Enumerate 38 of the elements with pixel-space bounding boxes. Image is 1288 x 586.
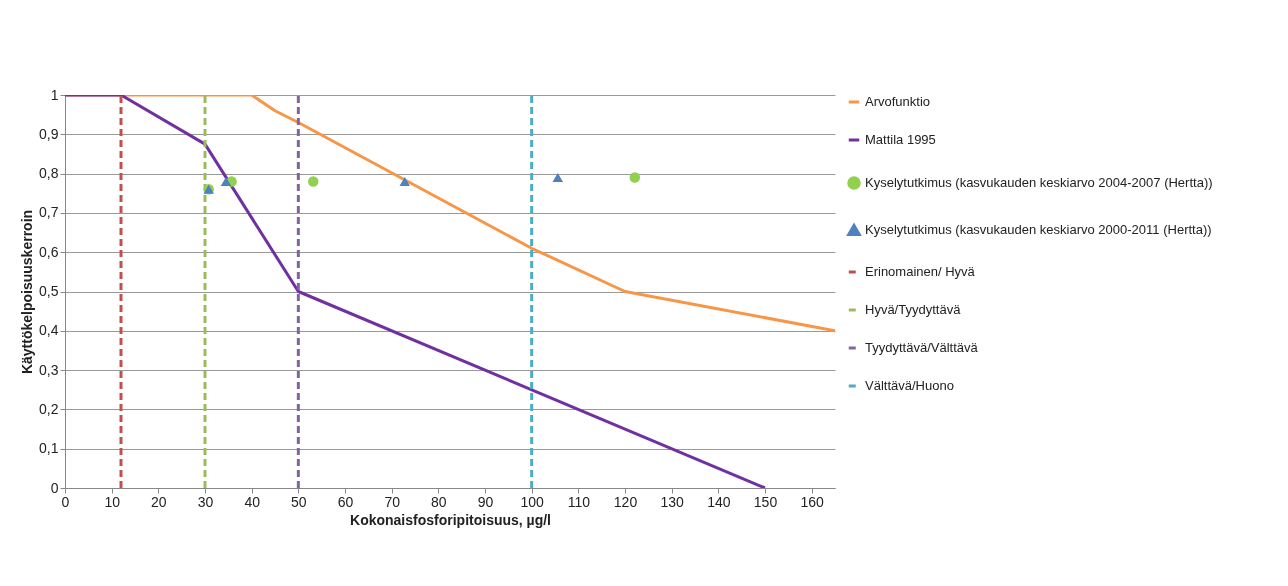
x-tick-label: 10: [104, 493, 121, 510]
legend-label: Arvofunktio: [865, 94, 931, 109]
legend-label: Mattila 1995: [865, 132, 936, 147]
x-tick-label: 100: [520, 493, 545, 510]
x-tick-label: 20: [151, 493, 167, 510]
y-tick-label: 0,8: [39, 165, 59, 182]
x-tick-label: 0: [61, 493, 70, 510]
legend-label: Välttävä/Huono: [865, 378, 954, 393]
y-tick-label: 1: [50, 86, 59, 103]
legend-label: Tyydyttävä/Välttävä: [865, 340, 979, 355]
y-tick-label: 0: [50, 479, 59, 496]
x-tick-label: 80: [431, 493, 447, 510]
x-tick-label: 60: [337, 493, 354, 510]
x-tick-label: 110: [567, 493, 591, 510]
y-tick-label: 0,6: [39, 243, 59, 260]
y-tick-label: 0,3: [39, 361, 59, 378]
y-tick-label: 0,4: [39, 322, 59, 339]
legend-label: Hyvä/Tyydyttävä: [865, 302, 962, 317]
x-tick-label: 30: [197, 493, 214, 510]
y-tick-label: 0,7: [39, 204, 59, 221]
y-tick-label: 0,2: [39, 400, 59, 417]
x-axis-title: Kokonaisfosforipitoisuus, µg/l: [350, 511, 551, 528]
legend-label: Kyselytutkimus (kasvukauden keskiarvo 2000-2011 (Hertta)): [865, 222, 1212, 237]
x-tick-label: 70: [384, 493, 401, 510]
x-tick-label: 130: [660, 493, 685, 510]
legend-label: Erinomainen/ Hyvä: [865, 264, 976, 279]
legend-label: Kyselytutkimus (kasvukauden keskiarvo 2004-2007 (Hertta)): [865, 175, 1213, 190]
x-tick-label: 50: [291, 493, 307, 510]
y-tick-label: 0,1: [39, 440, 59, 457]
x-tick-label: 150: [753, 493, 778, 510]
y-axis-title: Käyttökelpoisuuskerroin: [19, 209, 36, 375]
y-tick-label: 0,9: [39, 125, 59, 142]
x-tick-label: 140: [707, 493, 731, 510]
x-tick-label: 120: [613, 493, 638, 510]
x-tick-label: 160: [800, 493, 825, 510]
y-tick-label: 0,5: [39, 283, 59, 299]
x-tick-label: 90: [477, 493, 494, 510]
x-tick-label: 40: [244, 493, 261, 510]
